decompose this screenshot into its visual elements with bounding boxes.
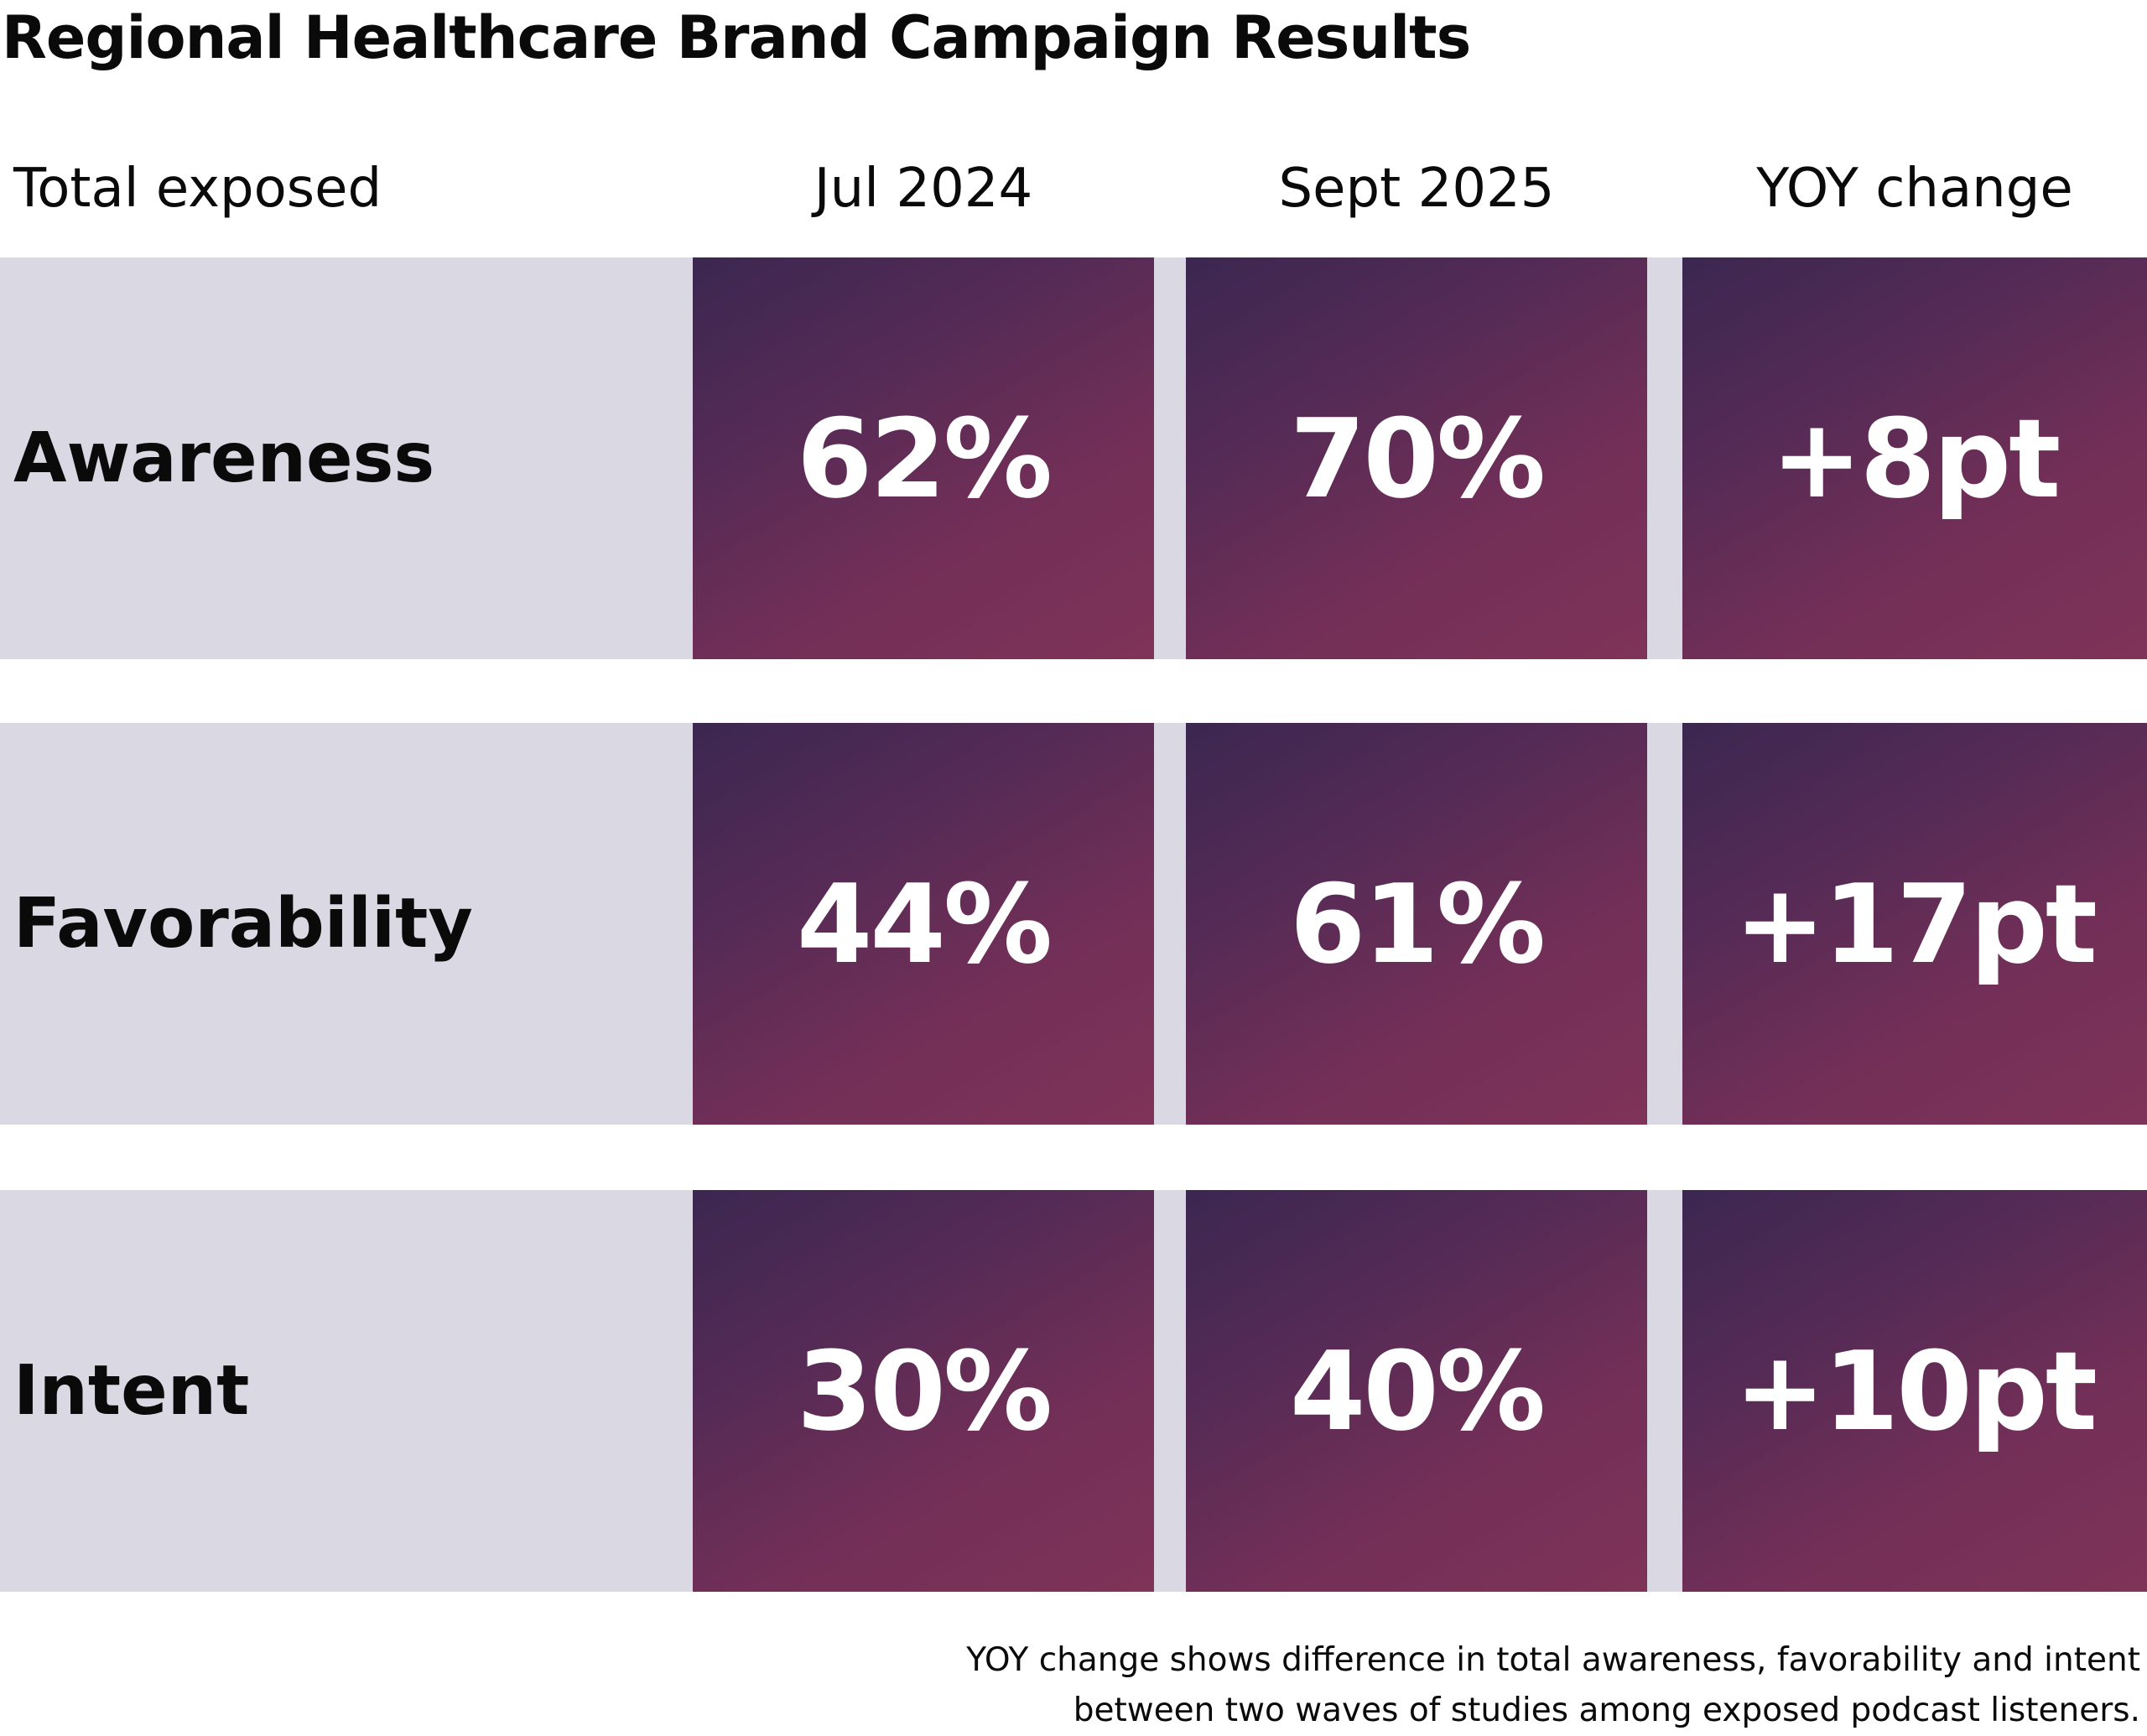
cell-sept-2025: 40%: [1186, 1190, 1647, 1592]
cell-value: +8pt: [1770, 394, 2061, 522]
cell-sept-2025: 61%: [1186, 723, 1647, 1125]
cell-value: +17pt: [1734, 860, 2098, 988]
footnote-line-2: between two waves of studies among expos…: [1073, 1692, 2140, 1729]
header-sept-2025: Sept 2025: [1278, 158, 1555, 220]
row-label: Awareness: [13, 418, 435, 498]
cell-jul-2024: 44%: [693, 723, 1154, 1125]
footnote-line-1: YOY change shows difference in total awa…: [966, 1641, 2140, 1679]
header-yoy-change: YOY change: [1756, 158, 2073, 220]
cell-value: 70%: [1289, 394, 1546, 522]
cell-value: 61%: [1289, 860, 1546, 988]
cell-yoy-change: +17pt: [1682, 723, 2147, 1125]
cell-value: 62%: [796, 394, 1053, 522]
page-title: Regional Healthcare Brand Campaign Resul…: [2, 3, 1471, 72]
cell-jul-2024: 30%: [693, 1190, 1154, 1592]
footnote: YOY change shows difference in total awa…: [966, 1635, 2140, 1736]
cell-value: +10pt: [1734, 1327, 2098, 1455]
row-label: Favorability: [13, 884, 473, 964]
table-row-awareness: Awareness 62% 70% +8pt: [0, 257, 2147, 659]
table-row-favorability: Favorability 44% 61% +17pt: [0, 723, 2147, 1125]
table-row-intent: Intent 30% 40% +10pt: [0, 1190, 2147, 1592]
cell-value: 44%: [796, 860, 1053, 988]
header-jul-2024: Jul 2024: [814, 158, 1033, 220]
cell-value: 40%: [1289, 1327, 1546, 1455]
cell-jul-2024: 62%: [693, 257, 1154, 659]
row-label: Intent: [13, 1351, 250, 1431]
header-total-exposed: Total exposed: [13, 158, 382, 220]
cell-sept-2025: 70%: [1186, 257, 1647, 659]
cell-value: 30%: [796, 1327, 1053, 1455]
cell-yoy-change: +8pt: [1682, 257, 2147, 659]
cell-yoy-change: +10pt: [1682, 1190, 2147, 1592]
